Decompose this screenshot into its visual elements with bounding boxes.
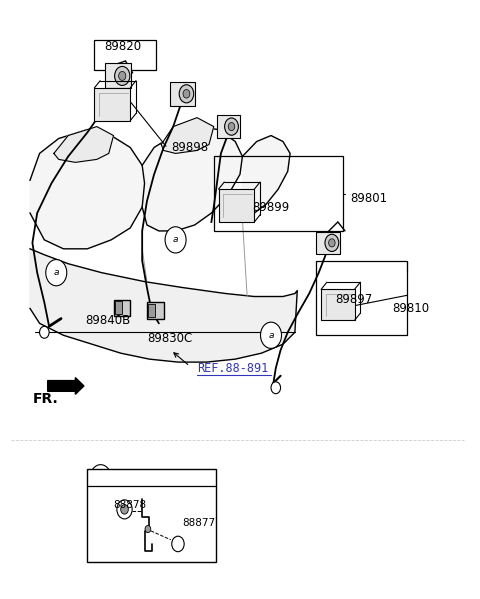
Bar (87, 470, 216, 562)
Bar (147, 302, 164, 319)
Circle shape (120, 504, 128, 514)
Text: 89830C: 89830C (147, 332, 192, 345)
Polygon shape (30, 129, 144, 249)
Polygon shape (54, 126, 114, 162)
Bar (115, 301, 121, 314)
Bar (321, 289, 355, 320)
Bar (214, 156, 343, 231)
Text: 89840B: 89840B (85, 314, 130, 327)
Bar (148, 304, 155, 317)
Text: a: a (173, 235, 179, 244)
Bar (95, 40, 156, 70)
Text: a: a (268, 331, 274, 340)
Circle shape (90, 465, 111, 491)
Bar (316, 232, 340, 254)
Text: 88877: 88877 (183, 518, 216, 528)
Circle shape (119, 71, 126, 80)
Circle shape (39, 326, 49, 338)
Circle shape (145, 525, 151, 533)
Circle shape (225, 118, 239, 135)
Text: 88878: 88878 (114, 500, 147, 510)
Circle shape (117, 500, 132, 519)
Circle shape (183, 89, 190, 98)
Text: 89898: 89898 (171, 141, 208, 154)
Bar (316, 261, 407, 335)
Bar (170, 82, 195, 106)
Bar (216, 115, 240, 138)
Text: 89897: 89897 (336, 293, 372, 306)
Circle shape (261, 322, 281, 349)
Circle shape (271, 382, 281, 394)
Text: a: a (53, 268, 59, 277)
Polygon shape (142, 126, 242, 231)
Circle shape (329, 239, 335, 247)
Circle shape (179, 84, 194, 103)
Circle shape (115, 66, 130, 86)
FancyArrow shape (48, 377, 84, 394)
Text: FR.: FR. (33, 392, 58, 406)
Polygon shape (161, 117, 214, 153)
Bar (218, 189, 254, 222)
Circle shape (172, 536, 184, 552)
Bar (95, 88, 130, 120)
Circle shape (46, 259, 67, 286)
Text: 89899: 89899 (252, 201, 289, 214)
Text: a: a (98, 473, 103, 482)
Text: 89820: 89820 (105, 40, 142, 53)
Bar (105, 63, 132, 89)
Circle shape (165, 227, 186, 253)
Text: REF.88-891: REF.88-891 (197, 362, 268, 374)
Text: 89810: 89810 (393, 302, 430, 315)
Polygon shape (30, 249, 297, 362)
Polygon shape (242, 135, 290, 219)
Circle shape (228, 123, 235, 131)
Bar (114, 300, 130, 316)
Circle shape (325, 234, 339, 252)
Text: 89801: 89801 (350, 192, 387, 205)
